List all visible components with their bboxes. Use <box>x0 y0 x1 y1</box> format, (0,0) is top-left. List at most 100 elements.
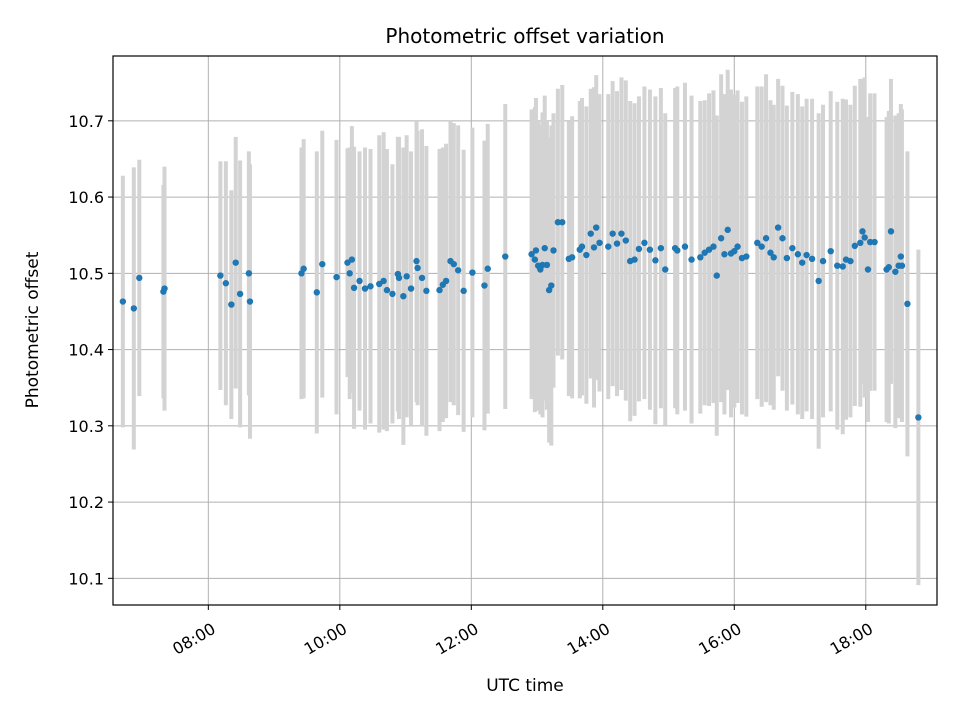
data-point <box>346 270 353 277</box>
y-tick-label: 10.4 <box>68 341 104 360</box>
data-point <box>783 254 791 262</box>
data-point <box>232 259 239 266</box>
data-point <box>380 277 387 285</box>
data-point <box>539 261 546 269</box>
y-tick-label: 10.1 <box>68 569 104 588</box>
data-point <box>827 248 834 255</box>
data-point <box>622 237 630 244</box>
data-point <box>319 260 326 268</box>
data-point <box>734 243 741 250</box>
data-point <box>758 243 765 250</box>
chart-title: Photometric offset variation <box>385 24 664 48</box>
data-point <box>532 247 540 254</box>
data-point <box>550 247 557 254</box>
data-point <box>414 264 421 272</box>
data-point <box>502 253 509 260</box>
data-point <box>119 298 127 305</box>
data-point <box>857 239 864 247</box>
data-point <box>228 301 235 308</box>
data-point <box>469 269 476 276</box>
data-point <box>333 273 340 281</box>
y-tick-label: 10.7 <box>68 112 104 131</box>
y-axis-title: Photometric offset <box>23 251 43 408</box>
data-point <box>871 238 878 246</box>
data-point <box>885 264 892 271</box>
data-point <box>136 274 143 282</box>
data-point <box>245 270 253 277</box>
data-point <box>484 265 491 272</box>
data-point <box>413 257 420 265</box>
data-point <box>635 245 643 253</box>
data-point <box>839 263 846 270</box>
data-point <box>350 284 358 291</box>
data-point <box>481 282 488 289</box>
data-point <box>834 262 841 269</box>
data-point <box>548 282 555 289</box>
data-point <box>454 267 462 274</box>
data-point <box>808 255 816 263</box>
data-point <box>222 280 230 287</box>
point-layer <box>119 219 922 421</box>
data-point <box>688 256 695 263</box>
data-point <box>618 230 625 237</box>
data-point <box>681 243 689 250</box>
data-point <box>819 257 827 265</box>
data-point <box>779 235 786 242</box>
data-point <box>864 266 872 273</box>
data-point <box>713 272 720 279</box>
x-axis-title: UTC time <box>486 676 564 696</box>
data-point <box>541 244 548 252</box>
data-point <box>590 244 598 251</box>
data-point <box>161 285 168 292</box>
y-tick-label: 10.3 <box>68 417 104 436</box>
data-point <box>767 249 774 256</box>
data-point <box>815 277 822 285</box>
data-point <box>866 238 874 246</box>
data-point <box>528 251 535 258</box>
y-tick-label: 10.2 <box>68 493 104 512</box>
data-point <box>898 262 906 269</box>
data-point <box>442 277 450 285</box>
data-point <box>859 228 866 235</box>
data-point <box>915 414 922 421</box>
data-point <box>724 226 731 234</box>
data-point <box>559 219 566 226</box>
data-point <box>717 235 725 242</box>
data-point <box>799 259 806 266</box>
data-point <box>400 292 407 300</box>
data-point <box>794 251 802 258</box>
data-point <box>892 268 899 275</box>
data-point <box>631 256 638 263</box>
data-point <box>356 277 363 285</box>
data-point <box>418 274 426 282</box>
data-point <box>613 240 621 247</box>
data-point <box>395 274 403 282</box>
data-point <box>367 283 374 290</box>
data-point <box>383 286 391 294</box>
data-point <box>770 254 777 261</box>
data-point <box>697 254 704 261</box>
data-point <box>596 239 603 247</box>
data-point <box>721 251 728 258</box>
data-point <box>897 253 905 260</box>
data-point <box>710 243 717 250</box>
data-point <box>407 285 415 292</box>
data-point <box>313 289 321 296</box>
data-point <box>674 247 681 254</box>
data-point <box>593 224 600 231</box>
data-point <box>423 287 430 295</box>
data-point <box>578 243 586 250</box>
data-point <box>543 261 551 269</box>
data-point <box>861 234 868 241</box>
data-point <box>130 305 138 312</box>
data-point <box>652 257 659 264</box>
data-point <box>605 243 612 250</box>
data-point <box>403 273 410 280</box>
data-point <box>583 251 590 259</box>
data-point <box>587 230 594 237</box>
data-point <box>851 242 859 250</box>
data-point <box>531 256 539 263</box>
